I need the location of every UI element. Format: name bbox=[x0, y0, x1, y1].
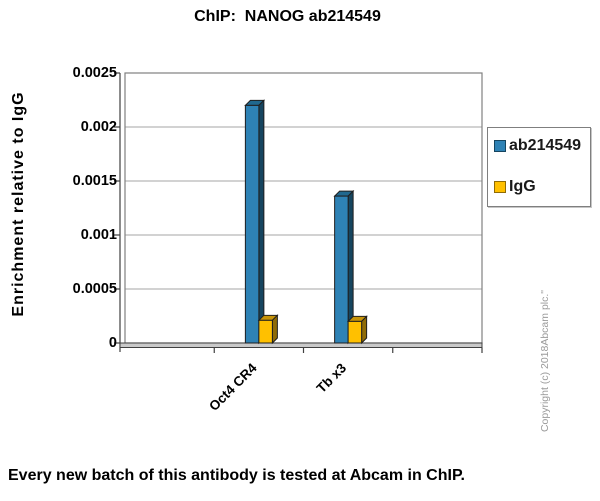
floor-3d bbox=[119, 342, 483, 348]
bar-side-IgG bbox=[271, 314, 278, 345]
bar-IgG bbox=[258, 319, 273, 344]
legend-swatch-1 bbox=[494, 180, 506, 193]
chart-plot-svg bbox=[114, 72, 483, 353]
y-tick-label: 0.002 bbox=[80, 119, 117, 135]
bar-side-ab214549 bbox=[258, 99, 265, 345]
legend-item-ab214549: ab214549 bbox=[494, 137, 590, 154]
y-tick-label: 0.0015 bbox=[72, 173, 117, 189]
plot-frame bbox=[124, 72, 483, 344]
y-tick-label: 0.0005 bbox=[72, 281, 117, 297]
legend-item-igg: IgG bbox=[494, 178, 590, 195]
bar-IgG bbox=[347, 320, 363, 344]
bottom-caption: Every new batch of this antibody is test… bbox=[8, 467, 465, 484]
bar-side-IgG bbox=[361, 315, 368, 345]
legend-label-ab214549: ab214549 bbox=[509, 137, 582, 154]
legend-label-igg: IgG bbox=[509, 178, 536, 195]
legend-swatch-0 bbox=[494, 139, 506, 152]
chart-legend: ab214549 IgG bbox=[487, 127, 591, 207]
bar-ab214549 bbox=[244, 104, 260, 344]
y-tick-label: 0.001 bbox=[80, 227, 117, 243]
chart-title: ChIP: NANOG ab214549 bbox=[194, 8, 381, 25]
bar-ab214549 bbox=[334, 195, 349, 344]
y-tick-label: 0 bbox=[108, 335, 117, 351]
copyright-watermark: Copyright (c) 2018Abcam plc." bbox=[539, 289, 551, 433]
y-tick-label: 0.0025 bbox=[72, 65, 117, 81]
